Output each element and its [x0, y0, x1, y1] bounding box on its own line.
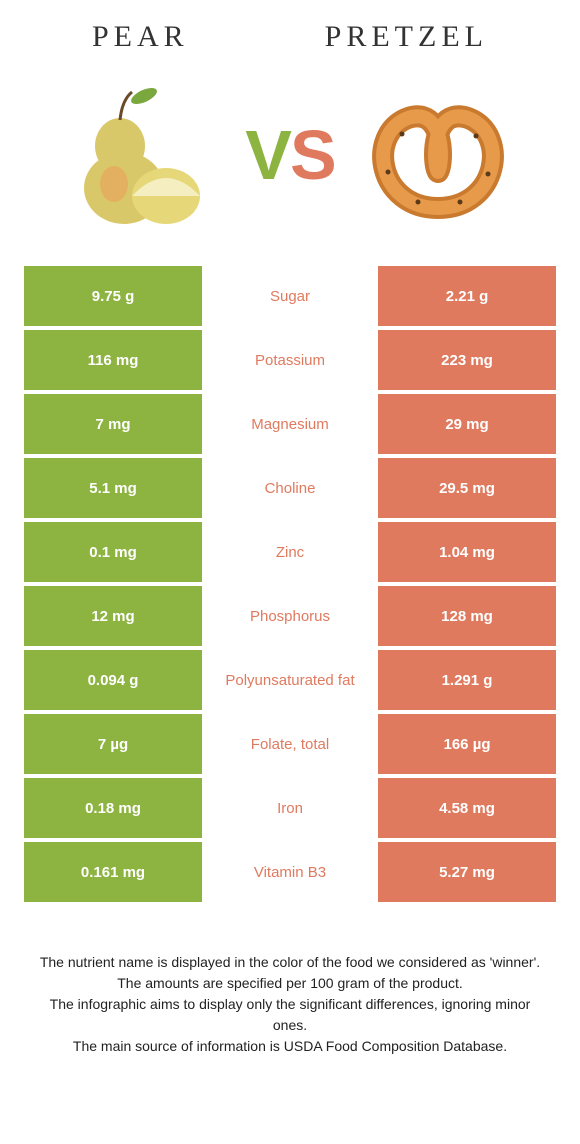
value-right: 1.04 mg	[378, 522, 556, 582]
value-right: 223 mg	[378, 330, 556, 390]
footer-notes: The nutrient name is displayed in the co…	[24, 952, 556, 1057]
vs-label: VS	[245, 115, 334, 195]
nutrient-label: Magnesium	[202, 394, 378, 454]
nutrient-label: Iron	[202, 778, 378, 838]
image-row: VS	[24, 80, 556, 230]
pear-image	[57, 80, 227, 230]
nutrition-row: 7 µgFolate, total166 µg	[24, 714, 556, 774]
nutrient-label: Polyunsaturated fat	[202, 650, 378, 710]
infographic-container: Pear Pretzel VS	[0, 0, 580, 1077]
title-right: Pretzel	[325, 20, 488, 54]
nutrition-table: 9.75 gSugar2.21 g116 mgPotassium223 mg7 …	[24, 266, 556, 902]
nutrient-label: Potassium	[202, 330, 378, 390]
value-left: 5.1 mg	[24, 458, 202, 518]
pretzel-image	[353, 80, 523, 230]
nutrient-label: Choline	[202, 458, 378, 518]
value-right: 29.5 mg	[378, 458, 556, 518]
value-left: 116 mg	[24, 330, 202, 390]
footer-line-4: The main source of information is USDA F…	[34, 1036, 546, 1057]
value-left: 0.094 g	[24, 650, 202, 710]
vs-v: V	[245, 116, 290, 194]
value-right: 29 mg	[378, 394, 556, 454]
nutrition-row: 0.161 mgVitamin B35.27 mg	[24, 842, 556, 902]
nutrition-row: 12 mgPhosphorus128 mg	[24, 586, 556, 646]
vs-s: S	[290, 116, 335, 194]
value-left: 7 mg	[24, 394, 202, 454]
value-left: 0.18 mg	[24, 778, 202, 838]
footer-line-3: The infographic aims to display only the…	[34, 994, 546, 1036]
nutrient-label: Folate, total	[202, 714, 378, 774]
value-left: 7 µg	[24, 714, 202, 774]
header: Pear Pretzel	[24, 20, 556, 54]
nutrition-row: 5.1 mgCholine29.5 mg	[24, 458, 556, 518]
nutrition-row: 9.75 gSugar2.21 g	[24, 266, 556, 326]
footer-line-1: The nutrient name is displayed in the co…	[34, 952, 546, 973]
nutrient-label: Zinc	[202, 522, 378, 582]
value-right: 128 mg	[378, 586, 556, 646]
value-left: 9.75 g	[24, 266, 202, 326]
value-right: 1.291 g	[378, 650, 556, 710]
value-right: 4.58 mg	[378, 778, 556, 838]
nutrition-row: 7 mgMagnesium29 mg	[24, 394, 556, 454]
title-left: Pear	[92, 20, 189, 54]
nutrient-label: Sugar	[202, 266, 378, 326]
value-right: 2.21 g	[378, 266, 556, 326]
nutrition-row: 0.18 mgIron4.58 mg	[24, 778, 556, 838]
value-right: 166 µg	[378, 714, 556, 774]
value-right: 5.27 mg	[378, 842, 556, 902]
value-left: 12 mg	[24, 586, 202, 646]
value-left: 0.1 mg	[24, 522, 202, 582]
nutrition-row: 116 mgPotassium223 mg	[24, 330, 556, 390]
nutrient-label: Vitamin B3	[202, 842, 378, 902]
footer-line-2: The amounts are specified per 100 gram o…	[34, 973, 546, 994]
nutrition-row: 0.1 mgZinc1.04 mg	[24, 522, 556, 582]
nutrient-label: Phosphorus	[202, 586, 378, 646]
value-left: 0.161 mg	[24, 842, 202, 902]
nutrition-row: 0.094 gPolyunsaturated fat1.291 g	[24, 650, 556, 710]
